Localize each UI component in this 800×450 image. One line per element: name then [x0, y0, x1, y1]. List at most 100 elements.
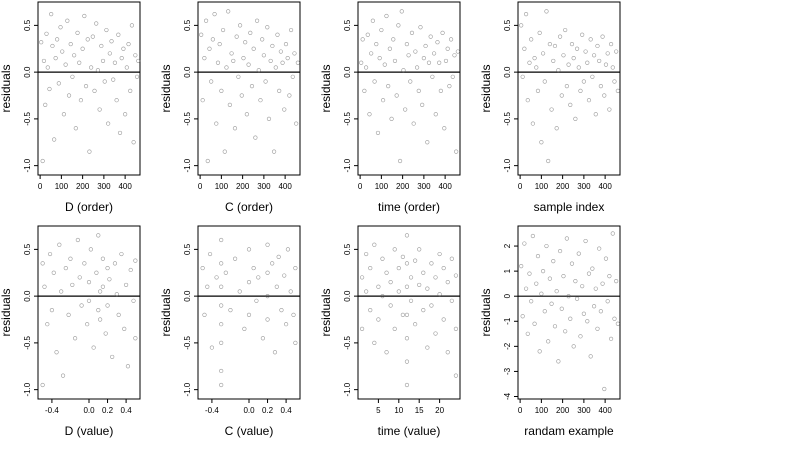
- data-point: [563, 27, 568, 33]
- data-point: [66, 93, 72, 98]
- data-point: [65, 18, 70, 23]
- data-point: [203, 18, 209, 23]
- y-tick-label: 0.0: [23, 66, 32, 78]
- data-point: [529, 299, 534, 304]
- y-axis-label: residuals: [0, 288, 13, 336]
- data-point: [403, 107, 408, 112]
- data-point: [408, 275, 414, 280]
- data-point: [437, 251, 442, 257]
- x-tick-label: 0: [518, 182, 523, 191]
- y-axis-label: residuals: [159, 288, 173, 336]
- x-tick-label: 300: [257, 182, 271, 191]
- data-point: [39, 40, 44, 45]
- data-point: [292, 51, 297, 56]
- data-point: [580, 284, 585, 289]
- data-point: [133, 53, 138, 58]
- data-point: [40, 158, 45, 164]
- data-point: [552, 43, 558, 49]
- data-point: [392, 326, 397, 331]
- data-point: [253, 135, 258, 140]
- data-point: [202, 312, 207, 317]
- scatter-panel: -0.4 0.0 0.2 0.4 -1.0 -0.5 0.0 0.5 C (value) resi…: [159, 225, 301, 438]
- data-point: [49, 12, 54, 17]
- y-tick-label: -1.0: [343, 382, 352, 396]
- y-tick-label: -2: [503, 342, 512, 350]
- y-axis-label: residuals: [319, 288, 333, 336]
- x-tick-label: 0.0: [243, 406, 255, 415]
- data-point: [256, 275, 261, 280]
- data-point: [593, 286, 598, 291]
- data-point: [404, 336, 410, 341]
- data-point: [43, 102, 48, 107]
- data-point: [557, 34, 563, 39]
- y-tick-label: 0.5: [343, 243, 352, 255]
- data-point: [535, 88, 541, 93]
- data-point: [399, 9, 404, 14]
- x-tick-label: 200: [396, 182, 410, 191]
- data-point: [199, 32, 204, 37]
- data-point: [535, 253, 541, 259]
- x-tick-label: 400: [598, 182, 612, 191]
- data-point: [116, 32, 121, 37]
- data-point: [224, 65, 229, 70]
- data-point: [246, 62, 251, 67]
- data-point: [60, 373, 66, 378]
- data-point: [571, 56, 576, 61]
- data-point: [220, 27, 226, 33]
- data-point: [260, 37, 265, 42]
- data-point: [96, 233, 101, 238]
- data-point: [133, 258, 138, 263]
- data-point: [449, 256, 454, 261]
- data-point: [540, 51, 546, 56]
- data-point: [433, 275, 438, 280]
- data-point: [275, 32, 280, 37]
- y-axis-label: residuals: [479, 288, 493, 336]
- data-point: [568, 102, 573, 107]
- data-point: [237, 23, 243, 28]
- data-point: [368, 308, 373, 313]
- data-point: [578, 334, 583, 339]
- data-point: [40, 382, 45, 388]
- data-point: [404, 284, 410, 289]
- data-point: [219, 340, 224, 345]
- data-point: [82, 261, 87, 266]
- data-point: [404, 41, 409, 47]
- data-point: [268, 58, 273, 64]
- data-point: [612, 79, 617, 84]
- y-tick-label: 0.0: [23, 290, 32, 302]
- data-point: [124, 65, 129, 70]
- data-point: [443, 58, 449, 64]
- data-point: [270, 43, 275, 49]
- data-point: [576, 251, 581, 256]
- data-point: [576, 65, 581, 70]
- data-point: [293, 265, 298, 271]
- data-point: [375, 130, 381, 136]
- data-point: [254, 18, 260, 23]
- data-point: [277, 88, 282, 93]
- x-tick-label: 400: [598, 406, 612, 415]
- data-point: [569, 41, 575, 47]
- data-point: [561, 274, 566, 279]
- data-point: [369, 51, 374, 56]
- data-point: [453, 326, 459, 331]
- data-point: [294, 121, 299, 126]
- data-point: [133, 336, 138, 341]
- data-point: [60, 49, 65, 54]
- data-point: [392, 58, 398, 64]
- data-point: [85, 37, 90, 42]
- data-point: [396, 265, 401, 271]
- data-point: [404, 261, 410, 266]
- data-point: [202, 56, 207, 61]
- y-axis-label: residuals: [479, 64, 493, 112]
- data-point: [455, 49, 460, 54]
- y-tick-label: 0.0: [183, 290, 192, 302]
- data-point: [129, 23, 135, 28]
- data-point: [549, 107, 554, 112]
- data-point: [87, 149, 92, 154]
- x-tick-label: 200: [556, 182, 570, 191]
- data-point: [591, 53, 597, 58]
- data-point: [205, 284, 210, 289]
- data-point: [111, 77, 116, 82]
- data-point: [557, 248, 563, 254]
- data-point: [97, 107, 102, 112]
